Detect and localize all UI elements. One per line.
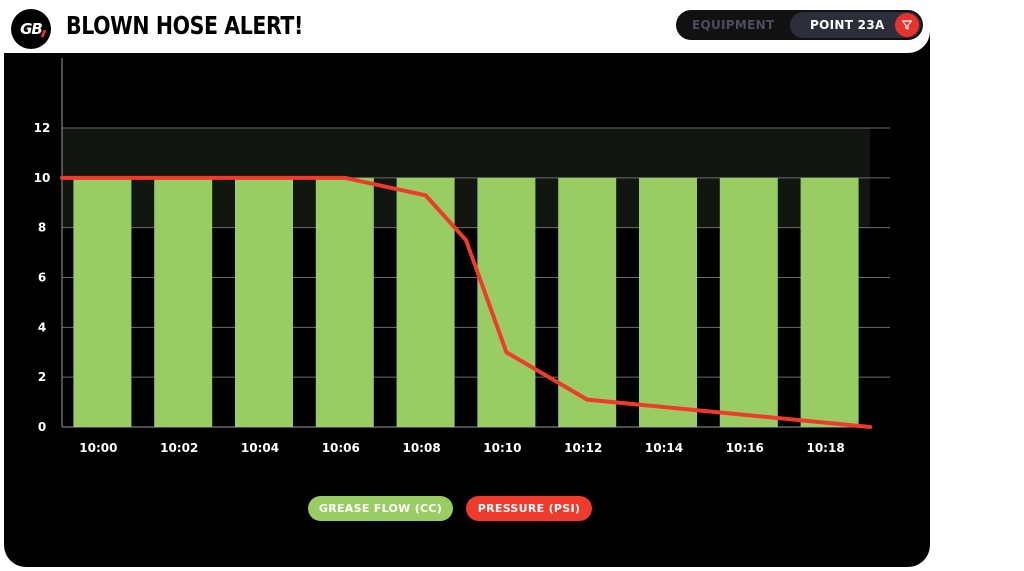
y-tick-label: 12: [34, 121, 51, 135]
equipment-label: EQUIPMENT: [692, 18, 775, 32]
bar[interactable]: [235, 177, 293, 427]
x-tick-label: 10:16: [726, 441, 764, 455]
x-tick-label: 10:18: [806, 441, 844, 455]
bar[interactable]: [477, 177, 536, 427]
y-tick-label: 10: [34, 171, 51, 185]
y-tick-label: 6: [38, 271, 46, 285]
bar[interactable]: [800, 177, 859, 427]
x-tick-label: 10:14: [645, 441, 683, 455]
chart-legend: GREASE FLOW (CC) PRESSURE (PSI): [4, 496, 930, 522]
x-tick-label: 10:04: [241, 441, 279, 455]
legend-item-pressure[interactable]: PRESSURE (PSI): [466, 496, 592, 521]
y-tick-label: 0: [38, 420, 46, 434]
legend-item-grease-flow[interactable]: GREASE FLOW (CC): [308, 496, 453, 521]
pressure-line[interactable]: [60, 175, 872, 429]
filter-icon-glyph: [901, 20, 913, 30]
y-tick-label: 2: [38, 370, 46, 384]
chart: 0 2 4 6 8 10 12 10:00 10:02 10:04 10:06 10:08 10:10 1…: [34, 58, 890, 455]
bar[interactable]: [315, 177, 374, 427]
x-tick-label: 10:08: [402, 441, 440, 455]
bar[interactable]: [719, 177, 778, 427]
equipment-selector[interactable]: EQUIPMENT POINT 23A: [676, 10, 923, 40]
logo-text: GB: [20, 20, 43, 38]
filter-icon[interactable]: [895, 13, 919, 37]
bar[interactable]: [639, 177, 697, 427]
x-tick-label: 10:06: [322, 441, 360, 455]
x-tick-label: 10:02: [160, 441, 198, 455]
x-tick-label: 10:10: [483, 441, 521, 455]
equipment-dropdown[interactable]: POINT 23A: [790, 12, 921, 38]
y-tick-label: 8: [38, 221, 46, 235]
dashboard-card: 0 2 4 6 8 10 12 10:00 10:02 10:04 10:06 10:08 10:10 1…: [4, 0, 930, 567]
bar[interactable]: [154, 177, 213, 427]
logo-accent: [40, 30, 47, 37]
page-title: BLOWN HOSE ALERT!: [66, 11, 303, 40]
x-tick-label: 10:12: [564, 441, 602, 455]
y-tick-label: 4: [38, 320, 46, 334]
equipment-value: POINT 23A: [810, 18, 885, 32]
header-bar: GB BLOWN HOSE ALERT! EQUIPMENT POINT 23A: [4, 0, 930, 53]
bar[interactable]: [73, 177, 132, 427]
logo: GB: [11, 9, 51, 49]
bar[interactable]: [558, 177, 617, 427]
x-tick-label: 10:00: [79, 441, 117, 455]
